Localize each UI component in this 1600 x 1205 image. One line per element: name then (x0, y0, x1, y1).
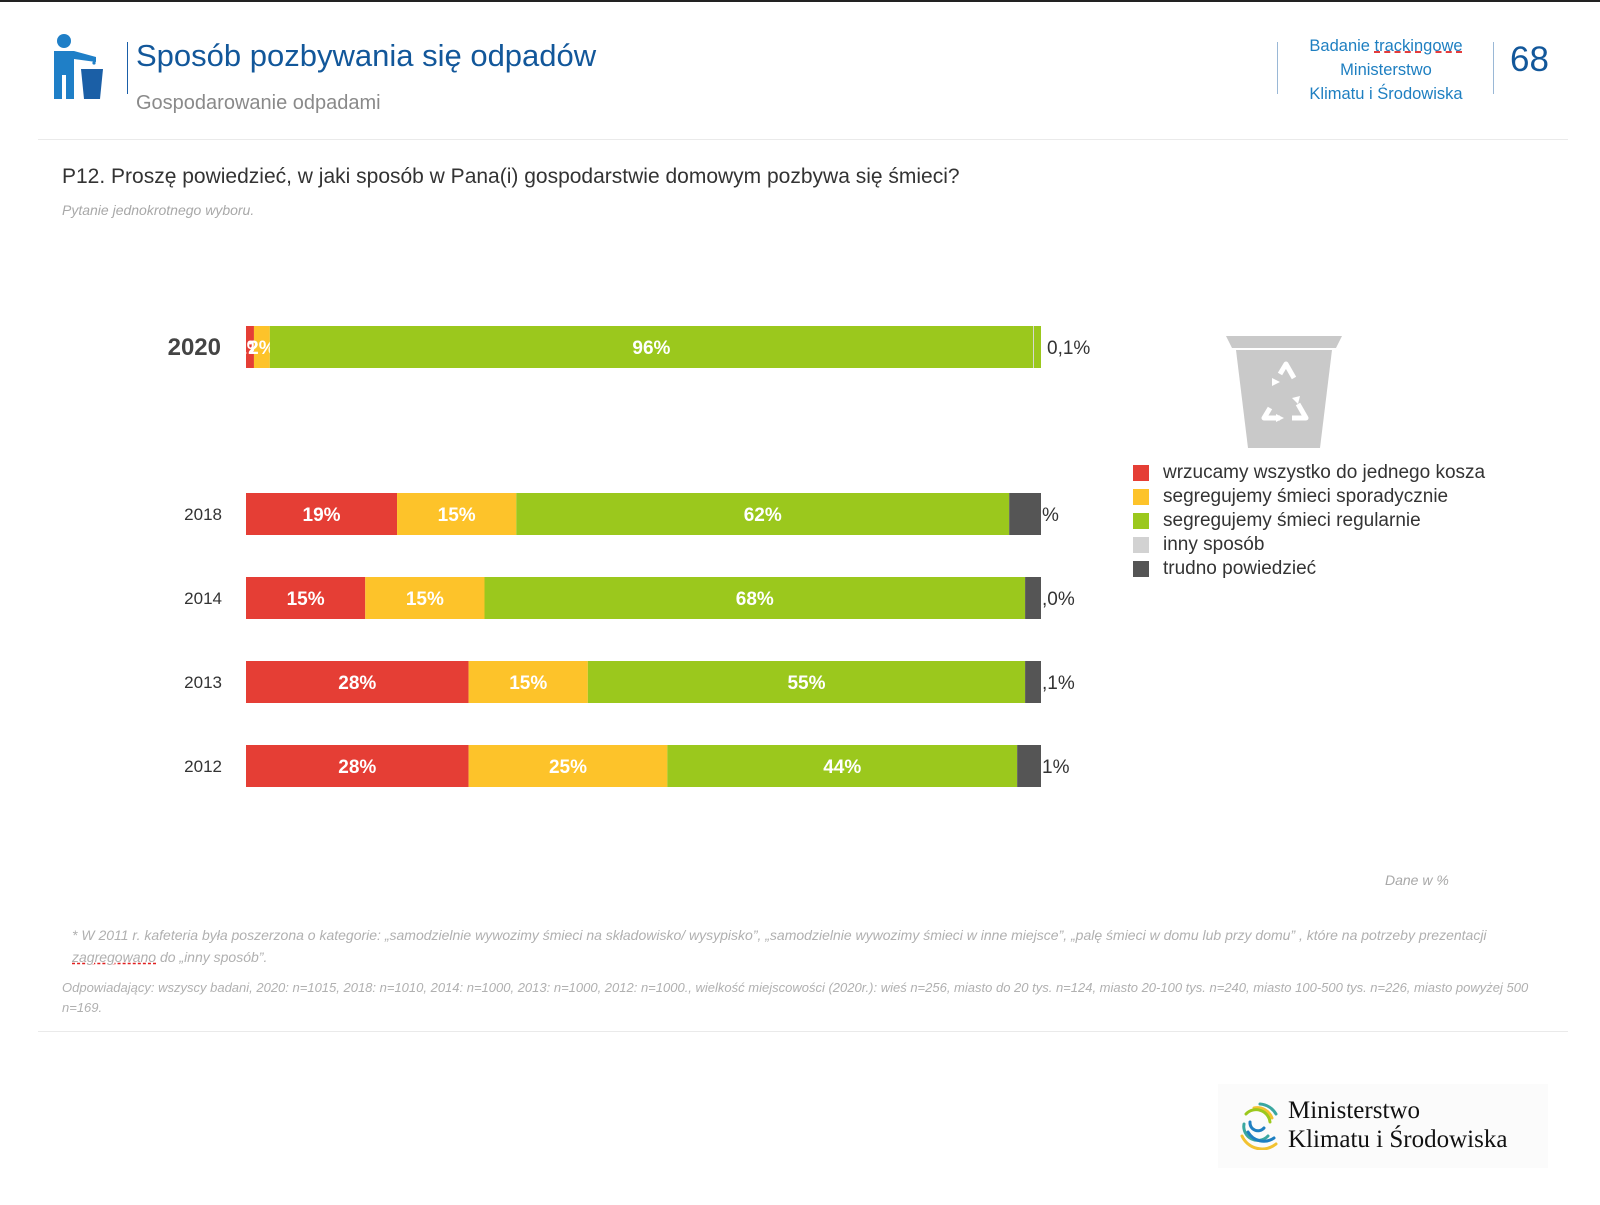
data-label: 28% (338, 673, 376, 694)
legend-label: wrzucamy wszystko do jednego kosza (1163, 462, 1486, 483)
footnote-kafeteria: * W 2011 r. kafeteria była poszerzona o … (72, 924, 1492, 968)
end-label: % (1042, 505, 1059, 526)
footnote-kafeteria-a: * W 2011 r. kafeteria była poszerzona o … (72, 927, 1487, 943)
header-rule (38, 139, 1568, 140)
bar-segment (246, 326, 254, 368)
data-label: 44% (823, 757, 861, 778)
legend-swatch (1133, 513, 1149, 529)
ministry-logo-text: Ministerstwo Klimatu i Środowiska (1288, 1096, 1507, 1154)
legend-label: segregujemy śmieci sporadycznie (1163, 486, 1449, 507)
page-subtitle: Gospodarowanie odpadami (136, 92, 381, 114)
bar-segment (1033, 326, 1034, 368)
unit-note: Dane w % (1385, 872, 1449, 888)
bar-segment (1033, 326, 1041, 368)
data-label: 15% (438, 505, 476, 526)
bar-segment (667, 745, 1018, 787)
person-trash-icon (54, 34, 103, 99)
legend-swatch (1133, 561, 1149, 577)
page-number: 68 (1510, 40, 1549, 79)
legend-item: trudno powiedzieć (1133, 557, 1485, 581)
bar-segment (1025, 577, 1041, 619)
bar-segment (365, 577, 485, 619)
question-note: Pytanie jednokrotnego wyboru. (62, 202, 255, 218)
footnote-respondents: Odpowiadający: wszyscy badani, 2020: n=1… (62, 980, 1529, 1015)
study-ministry-line1: Ministerstwo (1340, 61, 1432, 79)
top-border (0, 0, 1600, 2)
data-label: 96% (632, 338, 670, 359)
data-label: 15% (509, 673, 547, 694)
header-separator (127, 42, 128, 94)
category-label: 2018 (184, 505, 222, 524)
legend-label: segregujemy śmieci regularnie (1163, 510, 1421, 531)
bar-segment (468, 661, 588, 703)
bar-segment (246, 745, 469, 787)
legend-item: inny sposób (1133, 533, 1485, 557)
bar-segment (246, 577, 366, 619)
bar-segment (484, 577, 1026, 619)
study-ministry-line2: Klimatu i Środowiska (1309, 85, 1463, 103)
stacked-bar-chart: 2020 1% 2% 96% 0,1% 2018 19% 15% 62% % 2014 15% 15% 6… (168, 326, 1090, 787)
logo-line2: Klimatu i Środowiska (1288, 1126, 1508, 1153)
end-label: ,0% (1042, 589, 1075, 610)
legend-label: inny sposób (1163, 534, 1265, 555)
study-label: Badanie trackingowe Ministerstwo Klimatu… (1288, 34, 1484, 106)
question-text: P12. Proszę powiedzieć, w jaki sposób w … (62, 165, 960, 188)
chart-legend: wrzucamy wszystko do jednego kosza segre… (1133, 461, 1485, 581)
legend-item: segregujemy śmieci regularnie (1133, 509, 1485, 533)
bar-segment (1025, 661, 1041, 703)
bar-segment (587, 661, 1026, 703)
bar-segment (516, 493, 1010, 535)
header-divider-left (1277, 42, 1278, 94)
end-label: 1% (1042, 757, 1070, 778)
bar-segment (246, 661, 469, 703)
legend-swatch (1133, 537, 1149, 553)
category-label: 2012 (184, 757, 222, 776)
end-label: 0,1% (1047, 338, 1090, 359)
bar-segment (253, 326, 270, 368)
bar-segment (246, 493, 398, 535)
bar-segment (269, 326, 1034, 368)
legend-item: wrzucamy wszystko do jednego kosza (1133, 461, 1485, 485)
data-label: 15% (287, 589, 325, 610)
data-label: 19% (303, 505, 341, 526)
legend-swatch (1133, 465, 1149, 481)
study-word: trackingowe (1374, 37, 1463, 55)
footer-rule (38, 1031, 1568, 1032)
category-label: 2013 (184, 673, 222, 692)
category-label: 2014 (184, 589, 222, 608)
legend-swatch (1133, 489, 1149, 505)
data-label: 55% (787, 673, 825, 694)
page-title: Sposób pozbywania się odpadów (136, 38, 597, 73)
footnote-kafeteria-b: do „inny sposób”. (156, 949, 268, 965)
legend-item: segregujemy śmieci sporadycznie (1133, 485, 1485, 509)
bar-segment (1009, 493, 1041, 535)
category-label: 2020 (168, 334, 221, 361)
study-prefix: Badanie (1309, 37, 1375, 55)
legend-label: trudno powiedzieć (1163, 558, 1317, 579)
ministry-logo-mark (1240, 1102, 1278, 1150)
data-label: 2% (248, 338, 276, 359)
bar-segment (397, 493, 517, 535)
data-label: 25% (549, 757, 587, 778)
data-label: 62% (744, 505, 782, 526)
header-divider-right (1493, 42, 1494, 94)
logo-line1: Ministerstwo (1288, 1097, 1420, 1124)
bar-segment (1017, 745, 1041, 787)
end-label: ,1% (1042, 673, 1075, 694)
footnote-kafeteria-word: zagregowano (72, 949, 157, 965)
bar-segment (468, 745, 668, 787)
data-label: 68% (736, 589, 774, 610)
recycle-bin-icon (1226, 336, 1342, 448)
data-label: 15% (406, 589, 444, 610)
data-label: 28% (338, 757, 376, 778)
ministry-logo: Ministerstwo Klimatu i Środowiska (1218, 1084, 1548, 1168)
